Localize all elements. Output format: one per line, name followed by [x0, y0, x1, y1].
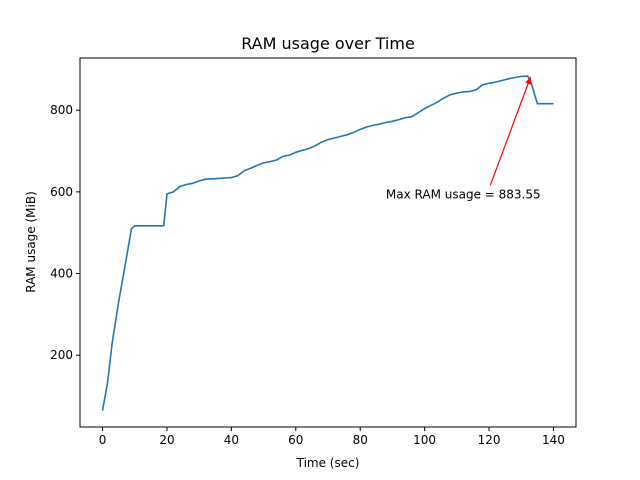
annotation-arrow-line: [489, 83, 529, 186]
max-ram-annotation: Max RAM usage = 883.55: [386, 76, 541, 201]
plot-area: [79, 57, 577, 428]
y-axis-label: RAM usage (MiB): [24, 191, 38, 293]
x-tick-label: 60: [288, 433, 303, 447]
x-tick-label: 0: [99, 433, 107, 447]
x-axis-ticks: 0 20 40 60 80 100 120 140: [99, 427, 565, 447]
y-tick-label: 400: [50, 267, 73, 281]
annotation-arrow-head: [525, 76, 531, 85]
annotation-label: Max RAM usage = 883.55: [386, 187, 541, 201]
x-tick-label: 120: [478, 433, 501, 447]
y-axis-ticks: 200 400 600 800: [50, 103, 80, 362]
y-tick-label: 600: [50, 185, 73, 199]
y-tick-label: 800: [50, 103, 73, 117]
x-tick-label: 80: [353, 433, 368, 447]
x-tick-label: 140: [542, 433, 565, 447]
chart-title: RAM usage over Time: [241, 34, 415, 53]
x-tick-label: 40: [224, 433, 239, 447]
x-axis-label: Time (sec): [296, 456, 360, 470]
x-tick-label: 20: [159, 433, 174, 447]
y-tick-label: 200: [50, 348, 73, 362]
ram-usage-series-line: [101, 75, 554, 411]
x-tick-label: 100: [413, 433, 436, 447]
